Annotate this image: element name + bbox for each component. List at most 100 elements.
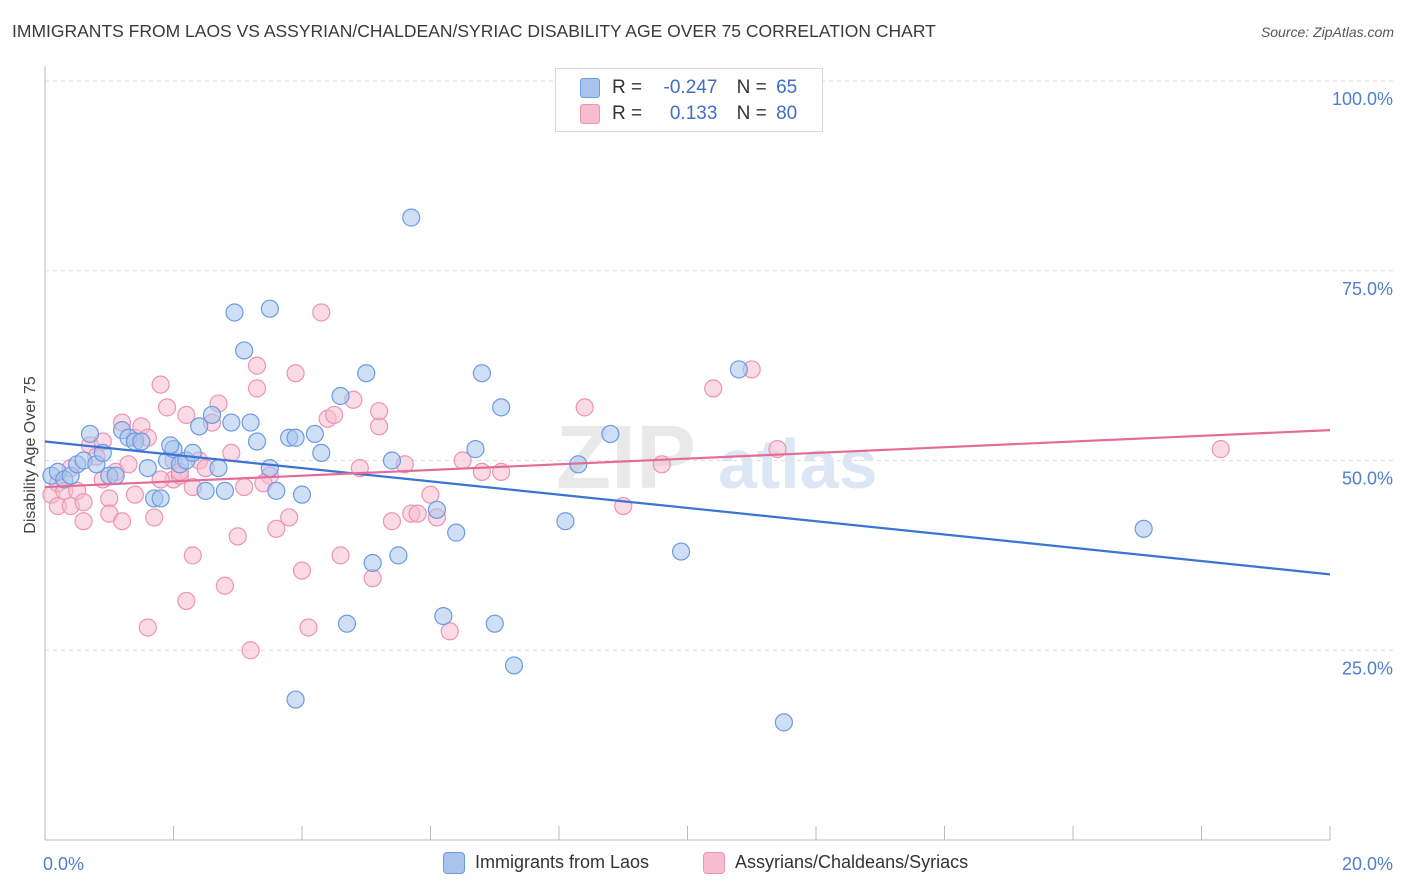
legend-row-laos: R = -0.247 N = 65 [580,77,797,101]
chart-title: IMMIGRANTS FROM LAOS VS ASSYRIAN/CHALDEA… [12,21,936,41]
assyrians-point [472,462,491,481]
laos-point [260,458,279,478]
laos-n-label: N = [736,77,767,98]
assyrians-point [247,356,267,375]
laos-point [556,512,575,531]
x-tick-label: 0.0% [43,854,84,874]
trend-lines [44,429,1331,576]
assyrians-point [222,443,241,463]
laos-point [312,443,331,463]
laos-point [382,451,402,470]
laos-trend-line [44,440,1331,576]
assyrians-point [331,546,350,565]
assyrians-point [228,527,247,546]
assyrians-point [112,512,132,531]
assyrians-r-label: R = [612,103,643,124]
assyrians-trend-line [44,429,1331,489]
assyrians-point [100,489,119,508]
assyrians-point [215,576,234,595]
laos-point [209,458,228,478]
bottom-legend-assyrians-swatch [703,852,725,875]
laos-r-value: -0.247 [663,77,718,98]
laos-point [434,606,453,626]
assyrians-point [74,512,93,531]
assyrians-point [1211,440,1230,459]
assyrians-point [408,504,427,523]
assyrians-point [74,493,93,512]
axes [44,66,1331,841]
laos-point [190,417,209,436]
laos-point [215,481,234,500]
assyrians-point [151,470,170,489]
assyrians-point [247,379,267,398]
bottom-legend-laos: Immigrants from Laos [443,852,650,875]
laos-point [389,546,408,565]
x-tick-labels: 0.0% 20.0% [43,854,1393,874]
assyrians-point [286,364,305,383]
assyrians-point [241,641,260,660]
series-laos-points [42,208,1153,732]
laos-point [286,690,305,709]
legend-row-assyrians: R = 0.133 N = 80 [580,103,797,127]
laos-point [305,424,324,444]
assyrians-point [370,417,389,436]
laos-point [161,436,180,455]
laos-point [601,424,620,444]
gridlines [45,80,1395,651]
laos-point [357,364,376,383]
laos-point [427,500,447,519]
bottom-legend-laos-swatch [443,852,465,875]
stats-legend: R = -0.247 N = 65 R = 0.133 N = 80 [555,68,823,132]
source-credit: Source: ZipAtlas.com [1260,24,1394,40]
y-tick-label: 75.0% [1342,279,1393,299]
assyrians-point [157,398,177,417]
assyrians-point [421,485,440,504]
laos-point [447,523,466,542]
assyrians-point [138,618,157,637]
assyrians-swatch [580,103,600,124]
laos-point [472,364,491,383]
assyrians-point [652,455,671,474]
assyrians-point [119,455,138,474]
assyrians-point [363,569,382,588]
assyrians-point [325,405,344,425]
laos-point [241,413,260,432]
laos-point [132,432,151,451]
laos-point [267,481,286,500]
assyrians-point [312,303,331,322]
laos-point [247,432,267,451]
laos-point [402,208,421,227]
bottom-legend-laos-label: Immigrants from Laos [475,852,650,872]
assyrians-point [151,375,170,394]
y-tick-labels: 100.0% 75.0% 50.0% 25.0% [1332,89,1393,678]
watermark-atlas: atlas [718,425,878,503]
assyrians-point [575,398,594,417]
assyrians-point [125,485,145,504]
y-tick-label: 100.0% [1332,89,1393,109]
assyrians-point [370,402,389,421]
laos-point [492,398,511,417]
assyrians-point [382,512,402,531]
bottom-legend-assyrians: Assyrians/Chaldeans/Syriacs [703,852,968,875]
laos-point [671,542,691,561]
laos-point [151,489,170,508]
assyrians-point [235,477,254,497]
assyrians-point [183,546,202,565]
x-tick-label: 20.0% [1342,854,1393,874]
assyrians-point [292,561,312,580]
laos-point [225,303,244,322]
laos-point [485,614,504,633]
laos-point [504,656,524,675]
laos-point [337,614,357,633]
assyrians-point [145,508,164,527]
laos-point [183,443,202,463]
laos-point [260,299,279,318]
laos-point [774,713,793,732]
assyrians-point [177,405,196,425]
laos-point [729,360,749,379]
laos-point [80,424,100,444]
laos-point [331,386,350,406]
assyrians-r-value: 0.133 [669,103,718,124]
assyrians-point [704,379,723,398]
